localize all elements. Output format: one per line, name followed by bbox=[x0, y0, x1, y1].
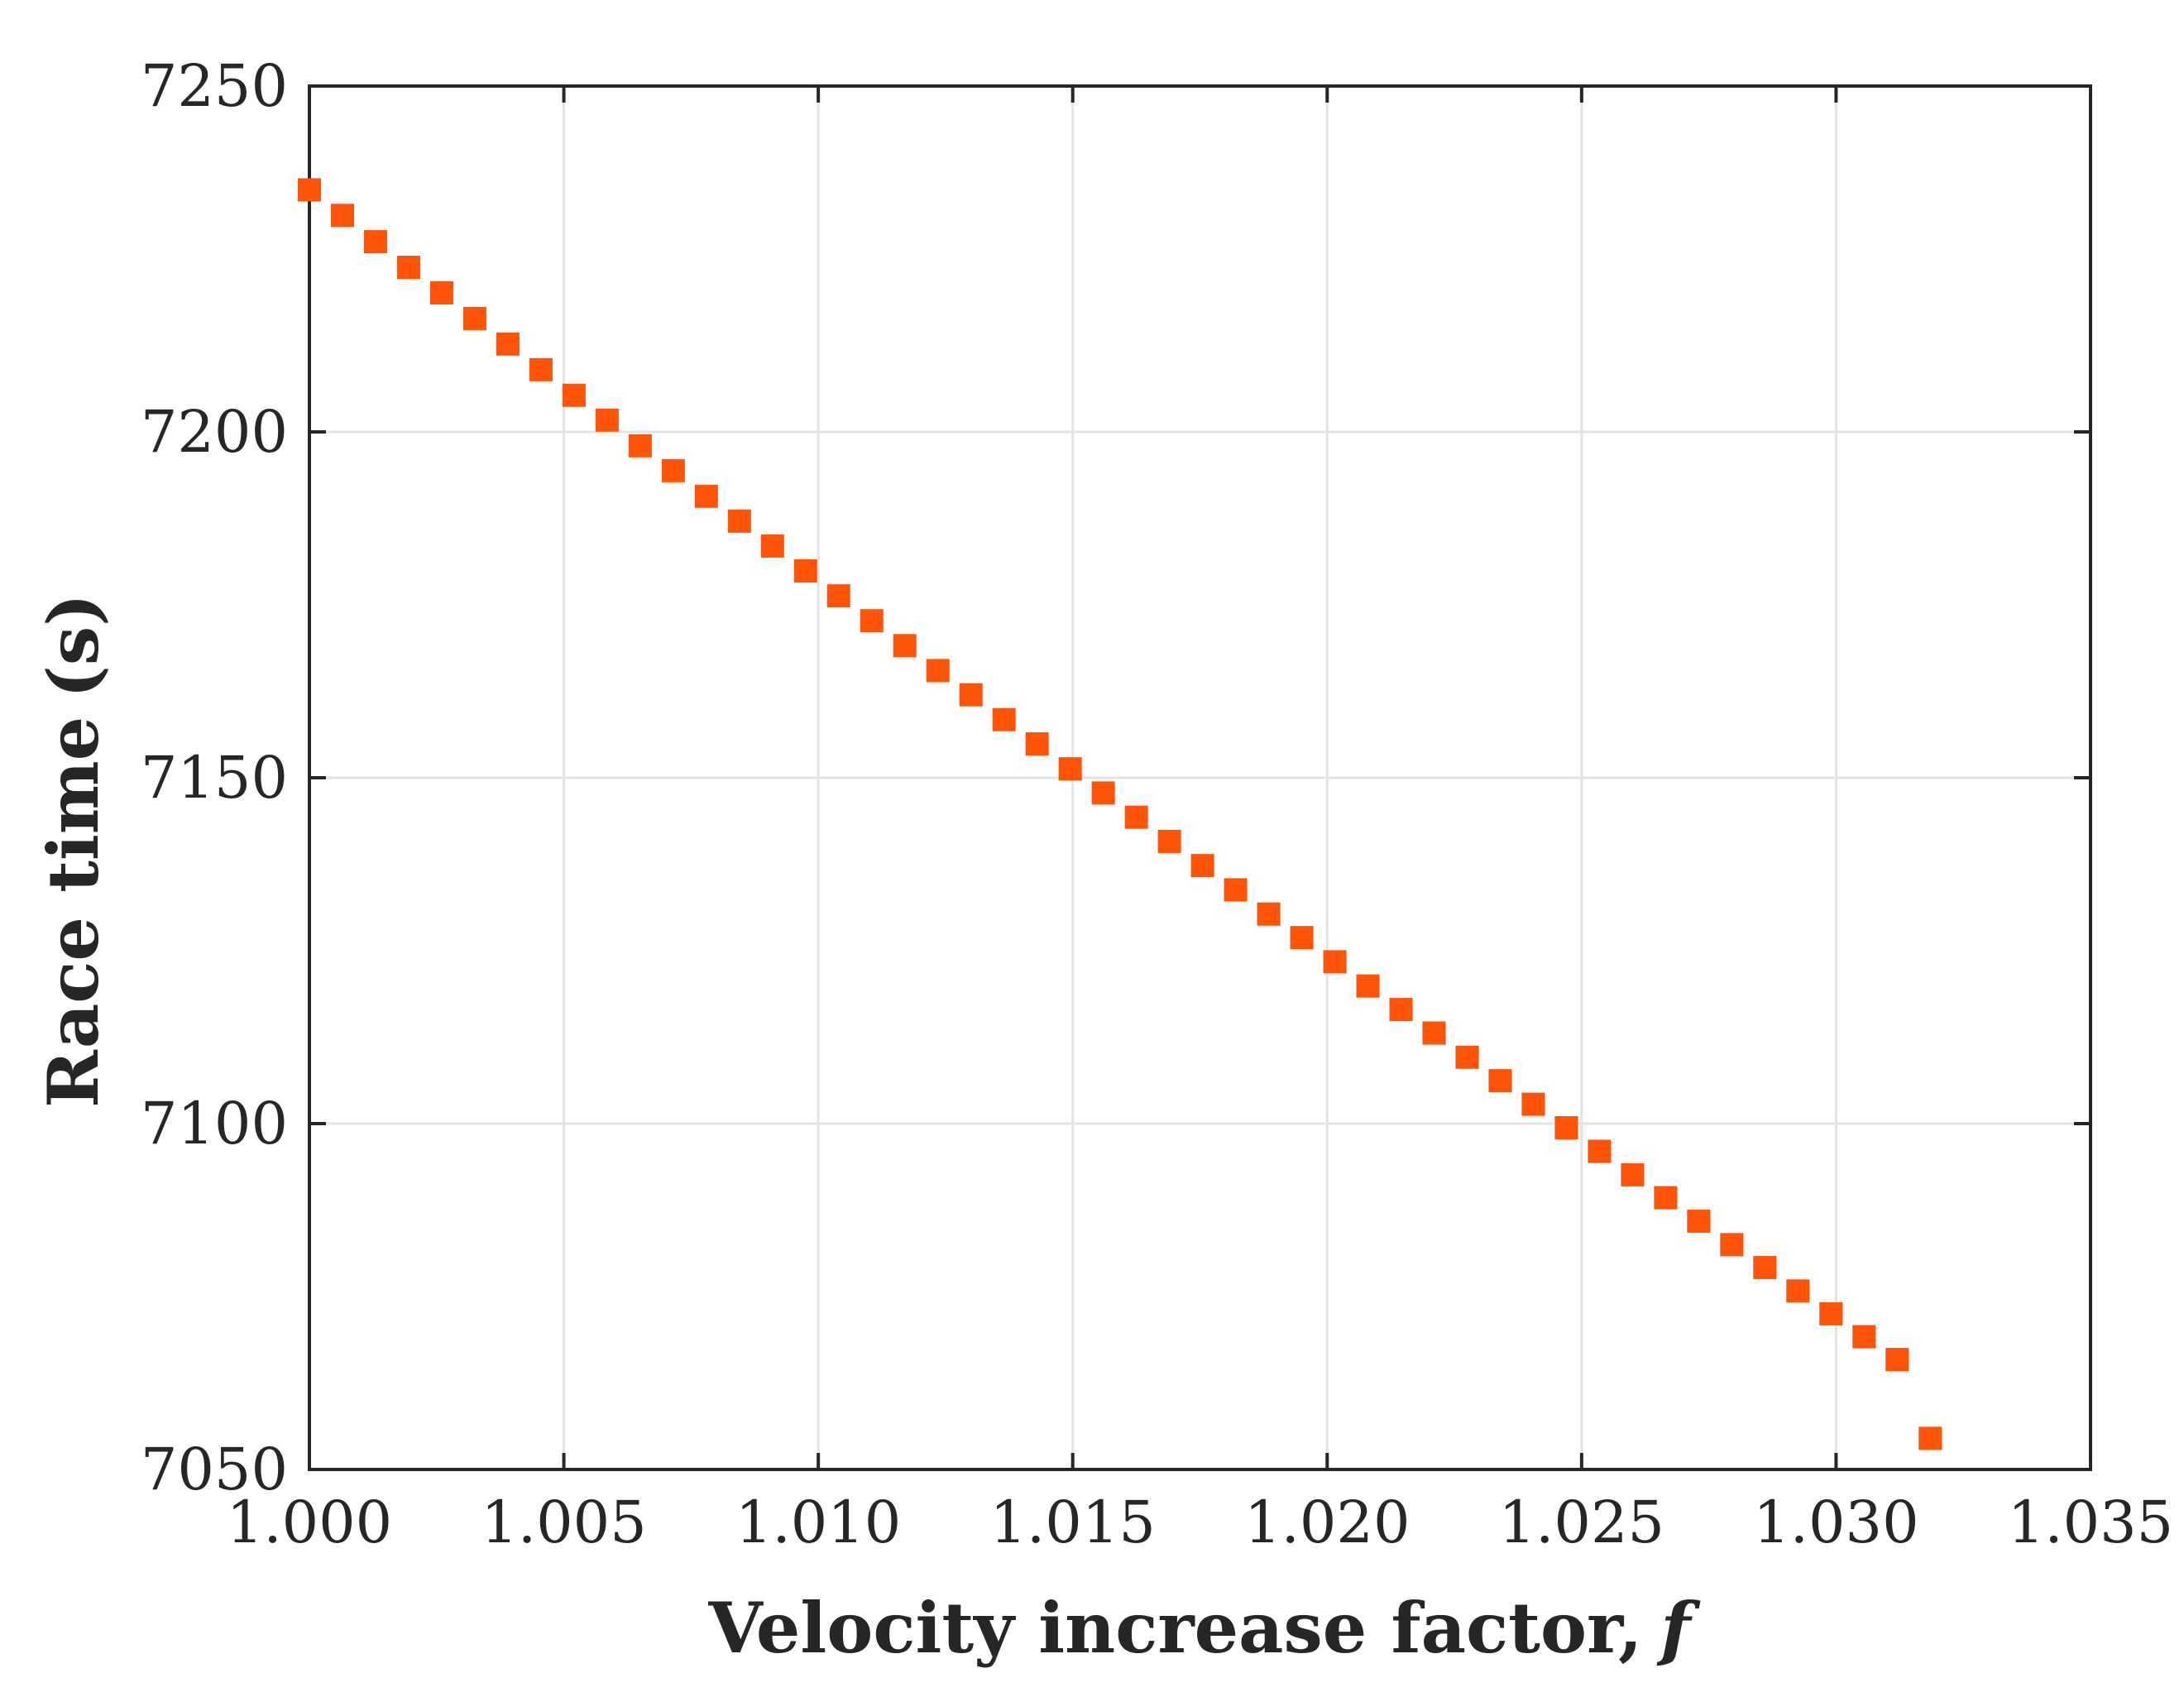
x-tick-label: 1.005 bbox=[481, 1488, 646, 1556]
y-axis-title-unit: (s) bbox=[32, 593, 114, 698]
data-point bbox=[1356, 974, 1380, 998]
x-tick-label: 1.030 bbox=[1753, 1488, 1918, 1556]
data-point bbox=[1753, 1255, 1777, 1279]
y-tick-label: 7250 bbox=[141, 52, 288, 120]
y-tick-label: 7150 bbox=[141, 744, 288, 812]
data-point bbox=[1720, 1233, 1744, 1257]
y-tick-label: 7100 bbox=[141, 1090, 288, 1158]
data-point bbox=[298, 178, 321, 202]
data-point bbox=[429, 280, 453, 304]
data-point bbox=[562, 383, 586, 407]
data-point bbox=[1885, 1348, 1909, 1372]
data-point bbox=[793, 559, 817, 583]
data-point bbox=[992, 707, 1016, 731]
data-point bbox=[1025, 732, 1049, 756]
data-points bbox=[298, 178, 1942, 1450]
data-point bbox=[1819, 1302, 1843, 1325]
data-point bbox=[1521, 1092, 1545, 1116]
x-tick-label: 1.035 bbox=[2008, 1488, 2173, 1556]
x-axis-title-text: Velocity increase factor, bbox=[707, 1587, 1642, 1669]
data-point bbox=[330, 204, 354, 228]
data-point bbox=[1422, 1021, 1446, 1045]
grid bbox=[309, 86, 2091, 1469]
x-axis-title-variable: f bbox=[1656, 1587, 1701, 1669]
x-tick-label: 1.010 bbox=[735, 1488, 901, 1556]
data-point bbox=[1389, 998, 1413, 1022]
data-point bbox=[1918, 1426, 1942, 1450]
data-point bbox=[1058, 757, 1082, 781]
y-axis-title-text: Race time bbox=[32, 717, 114, 1108]
data-point bbox=[462, 306, 486, 330]
x-tick-label: 1.020 bbox=[1244, 1488, 1410, 1556]
data-point bbox=[1257, 902, 1281, 926]
data-point bbox=[826, 584, 850, 608]
data-point bbox=[1654, 1186, 1678, 1210]
data-point bbox=[1488, 1069, 1512, 1093]
data-point bbox=[595, 408, 619, 432]
data-point bbox=[760, 534, 784, 558]
data-point bbox=[1157, 829, 1181, 853]
data-point bbox=[1323, 950, 1347, 974]
data-point bbox=[860, 609, 884, 633]
x-axis-title: Velocity increase factor, f bbox=[707, 1587, 1701, 1669]
data-point bbox=[1786, 1279, 1810, 1303]
data-point bbox=[1455, 1045, 1479, 1069]
y-tick-labels: 7050 7100 7150 7200 7250 bbox=[141, 52, 288, 1503]
data-point bbox=[959, 683, 983, 707]
x-tick-labels: 1.000 1.005 1.010 1.015 1.020 1.025 1.030 1.035 bbox=[227, 1488, 2173, 1556]
data-point bbox=[1124, 805, 1148, 829]
data-point bbox=[727, 509, 751, 533]
data-point bbox=[628, 434, 652, 458]
tick-marks bbox=[308, 84, 2092, 1471]
data-point bbox=[893, 634, 917, 658]
data-point bbox=[1091, 781, 1115, 805]
x-tick-label: 1.000 bbox=[227, 1488, 392, 1556]
data-point bbox=[1588, 1139, 1612, 1163]
data-point bbox=[496, 332, 520, 356]
data-point bbox=[926, 659, 950, 683]
data-point bbox=[529, 357, 553, 381]
data-point bbox=[1290, 926, 1314, 950]
data-point bbox=[396, 256, 420, 280]
data-point bbox=[661, 458, 685, 482]
data-point bbox=[1224, 878, 1248, 902]
data-point bbox=[1852, 1325, 1876, 1349]
y-tick-label: 7050 bbox=[141, 1436, 288, 1503]
x-tick-label: 1.025 bbox=[1499, 1488, 1664, 1556]
data-point bbox=[1554, 1116, 1578, 1140]
data-point bbox=[1190, 854, 1214, 878]
y-axis-title: Race time (s) bbox=[32, 593, 114, 1108]
data-point bbox=[694, 484, 718, 508]
data-point bbox=[1687, 1209, 1711, 1233]
data-point bbox=[1621, 1162, 1645, 1186]
y-tick-label: 7200 bbox=[141, 398, 288, 466]
data-point bbox=[363, 230, 387, 254]
x-tick-label: 1.015 bbox=[990, 1488, 1156, 1556]
